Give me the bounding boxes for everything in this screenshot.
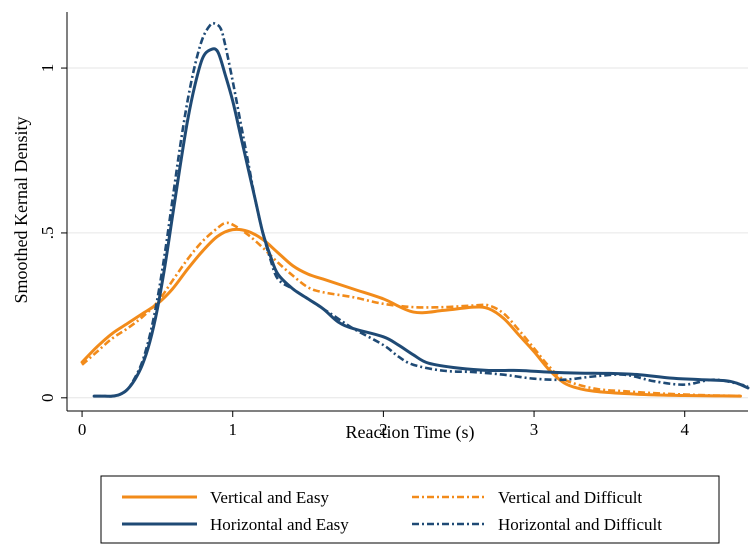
legend: Vertical and Easy Vertical and Difficult H… [101,476,719,543]
legend-label-3: Horizontal and Difficult [498,515,662,534]
x-tick-label-4: 4 [680,420,689,439]
x-axis-label: Reaction Time (s) [346,422,475,443]
legend-label-0: Vertical and Easy [210,488,329,507]
x-tick-label-0: 0 [78,420,87,439]
y-tick-label-2: 1 [38,64,57,73]
x-tick-label-1: 1 [228,420,237,439]
x-tick-label-3: 3 [530,420,539,439]
legend-label-2: Horizontal and Easy [210,515,349,534]
y-axis-label: Smoothed Kernal Density [11,117,31,304]
legend-label-1: Vertical and Difficult [498,488,642,507]
y-tick-label-0: 0 [38,394,57,403]
y-tick-label-1: .5 [38,227,57,240]
